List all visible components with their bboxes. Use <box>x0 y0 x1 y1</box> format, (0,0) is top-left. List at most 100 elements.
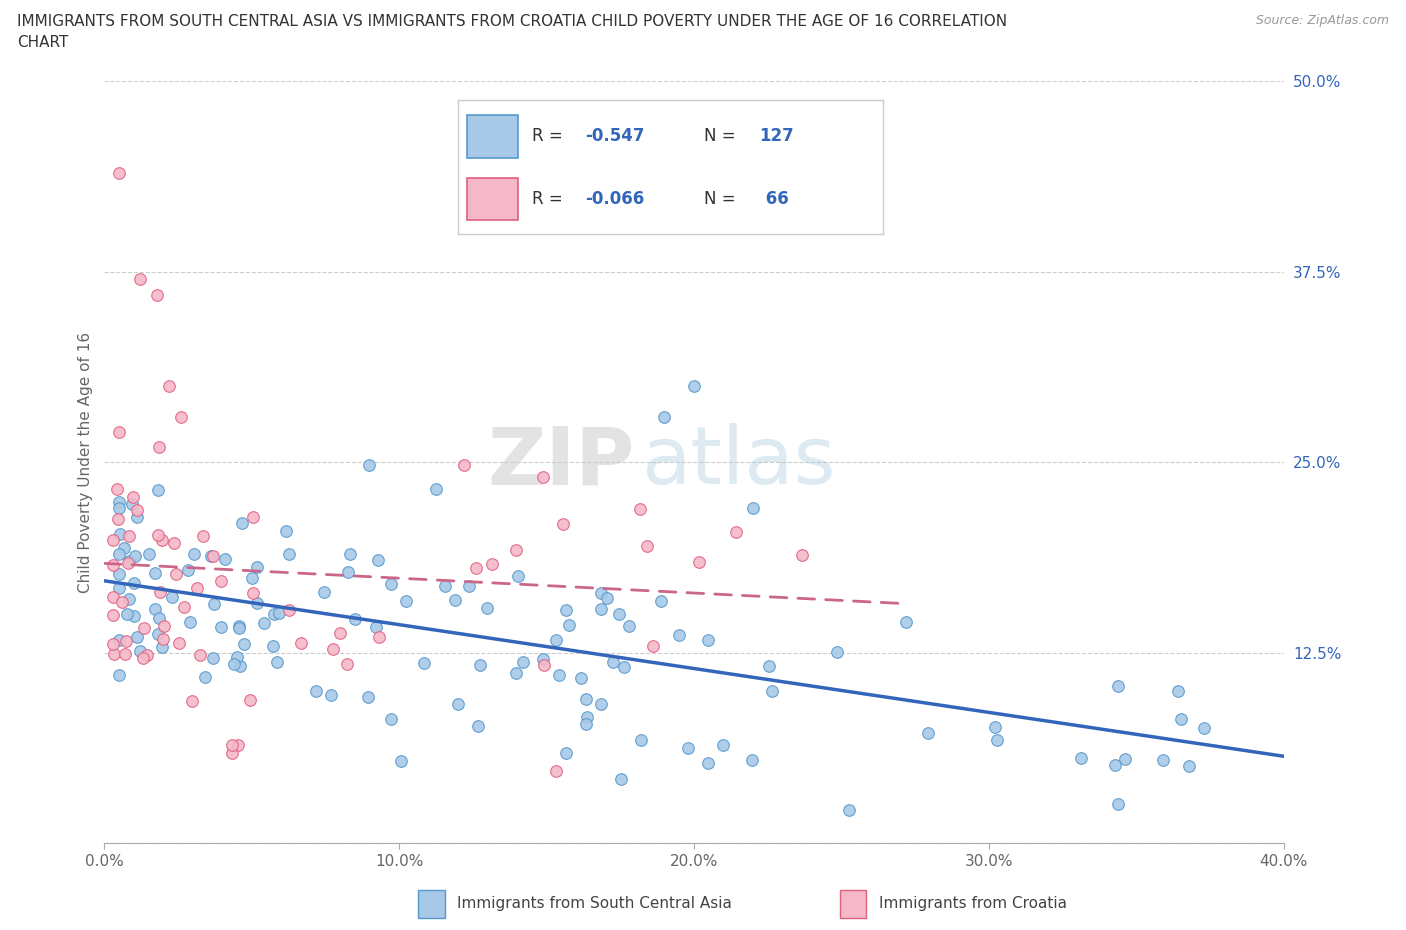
Point <box>434 578 457 593</box>
Point <box>761 684 783 698</box>
Point <box>114 646 136 661</box>
Point <box>1114 751 1136 766</box>
Point <box>108 667 131 682</box>
Point <box>544 632 567 647</box>
Point <box>505 666 527 681</box>
Point <box>122 608 145 623</box>
Point <box>125 510 148 525</box>
Point <box>181 694 204 709</box>
Point <box>467 719 489 734</box>
Point <box>122 576 145 591</box>
Point <box>357 690 380 705</box>
Point <box>741 752 763 767</box>
Point <box>589 586 612 601</box>
Point <box>636 538 658 553</box>
Point <box>357 458 380 472</box>
Point <box>108 526 131 541</box>
Point <box>108 424 131 439</box>
Point <box>107 512 129 526</box>
Point <box>183 546 205 561</box>
Point <box>253 616 276 631</box>
Point <box>725 525 748 539</box>
Point <box>143 602 166 617</box>
Point <box>232 637 254 652</box>
Point <box>186 580 208 595</box>
Point <box>453 458 475 472</box>
Point <box>114 633 136 648</box>
Point <box>367 552 389 567</box>
Point <box>676 740 699 755</box>
Point <box>329 626 352 641</box>
Point <box>607 606 630 621</box>
Point <box>305 684 328 698</box>
Point <box>150 533 173 548</box>
Point <box>103 637 125 652</box>
Text: IMMIGRANTS FROM SOUTH CENTRAL ASIA VS IMMIGRANTS FROM CROATIA CHILD POVERTY UNDE: IMMIGRANTS FROM SOUTH CENTRAL ASIA VS IM… <box>17 14 1007 29</box>
Point <box>322 642 344 657</box>
Point <box>132 651 155 666</box>
Point <box>917 725 939 740</box>
Point <box>209 619 232 634</box>
Point <box>148 610 170 625</box>
Point <box>505 542 527 557</box>
Point <box>224 657 246 671</box>
Point <box>152 631 174 646</box>
Point <box>650 593 672 608</box>
Point <box>173 600 195 615</box>
Point <box>108 580 131 595</box>
Point <box>225 649 247 664</box>
Point <box>163 536 186 551</box>
Point <box>118 553 141 568</box>
Point <box>364 620 387 635</box>
Point <box>1107 797 1129 812</box>
Point <box>339 547 361 562</box>
Point <box>641 638 664 653</box>
Point <box>170 409 193 424</box>
Point <box>711 737 734 752</box>
Point <box>127 630 149 644</box>
Point <box>103 533 125 548</box>
Point <box>160 590 183 604</box>
Point <box>128 272 150 287</box>
Point <box>668 628 690 643</box>
Point <box>465 561 488 576</box>
Point <box>221 745 243 760</box>
Point <box>112 540 135 555</box>
Point <box>267 605 290 620</box>
Point <box>202 596 225 611</box>
Point <box>654 409 676 424</box>
Text: Immigrants from South Central Asia: Immigrants from South Central Asia <box>457 897 733 911</box>
Point <box>825 644 848 659</box>
Point <box>1070 751 1092 765</box>
Point <box>239 692 262 707</box>
Point <box>314 584 336 599</box>
Point <box>896 615 918 630</box>
Point <box>242 586 264 601</box>
Point <box>575 691 598 706</box>
Point <box>336 565 359 579</box>
Point <box>575 710 598 724</box>
Point <box>506 568 529 583</box>
Point <box>553 516 575 531</box>
Point <box>569 671 592 685</box>
Point <box>425 482 447 497</box>
Point <box>610 772 633 787</box>
Point <box>1104 758 1126 773</box>
Point <box>394 593 416 608</box>
Point <box>380 577 402 591</box>
Point <box>630 732 652 747</box>
Point <box>108 633 131 648</box>
Point <box>367 630 389 644</box>
Point <box>103 608 125 623</box>
Point <box>319 688 342 703</box>
Point <box>758 658 780 673</box>
Point <box>146 627 169 642</box>
Point <box>575 717 598 732</box>
Y-axis label: Child Poverty Under the Age of 16: Child Poverty Under the Age of 16 <box>79 332 93 592</box>
Text: Immigrants from Croatia: Immigrants from Croatia <box>879 897 1067 911</box>
Point <box>533 658 555 672</box>
Point <box>263 607 285 622</box>
Point <box>512 655 534 670</box>
Point <box>1170 711 1192 726</box>
Point <box>1152 752 1174 767</box>
